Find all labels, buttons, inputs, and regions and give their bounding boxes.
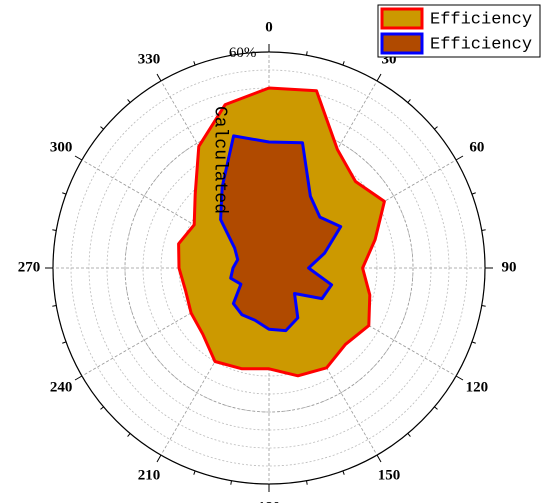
angle-tick-label: 0	[265, 19, 273, 35]
legend-label: Efficiency	[430, 35, 532, 54]
r-tick-label: 60%	[229, 45, 257, 61]
area	[219, 134, 343, 333]
minor-tick	[230, 51, 232, 56]
legend-label: Efficiency	[430, 10, 532, 29]
angle-tick-label: 330	[138, 52, 161, 68]
minor-tick	[434, 126, 438, 130]
angle-tick-label: 300	[50, 139, 73, 155]
minor-tick	[100, 126, 104, 130]
minor-tick	[74, 155, 83, 161]
legend-swatch	[380, 32, 424, 55]
minor-tick	[471, 192, 476, 195]
minor-tick	[407, 99, 411, 103]
minor-tick	[127, 99, 131, 103]
legend-swatch	[380, 7, 424, 30]
angle-tick-label: 60	[469, 139, 484, 155]
minor-tick	[471, 341, 476, 344]
minor-tick	[306, 51, 308, 56]
minor-tick	[100, 406, 104, 410]
minor-tick	[481, 305, 486, 307]
minor-tick	[230, 480, 232, 485]
minor-tick	[455, 155, 464, 161]
angle-tick-label: 90	[502, 259, 517, 275]
minor-tick	[62, 192, 67, 195]
minor-tick	[342, 61, 345, 66]
minor-tick	[342, 470, 345, 475]
angle-tick-label: 270	[18, 259, 41, 275]
minor-tick	[193, 470, 196, 475]
angle-tick-label: 120	[466, 379, 489, 395]
angle-tick-label: 210	[138, 467, 161, 483]
minor-tick	[434, 406, 438, 410]
minor-tick	[376, 73, 382, 82]
minor-tick	[193, 61, 196, 66]
minor-tick	[156, 73, 162, 82]
minor-tick	[127, 433, 131, 437]
minor-tick	[481, 229, 486, 231]
r-axis-title: Calculated	[209, 106, 229, 214]
minor-tick	[407, 433, 411, 437]
minor-tick	[52, 229, 57, 231]
minor-tick	[455, 375, 464, 381]
minor-tick	[156, 454, 162, 463]
angle-tick-label: 240	[50, 379, 73, 395]
minor-tick	[62, 341, 67, 344]
angle-tick-label: 180	[258, 499, 281, 503]
minor-tick	[306, 480, 308, 485]
angle-tick-label: 150	[378, 467, 401, 483]
minor-tick	[74, 375, 83, 381]
minor-tick	[376, 454, 382, 463]
minor-tick	[52, 305, 57, 307]
grid-ring	[124, 123, 414, 413]
